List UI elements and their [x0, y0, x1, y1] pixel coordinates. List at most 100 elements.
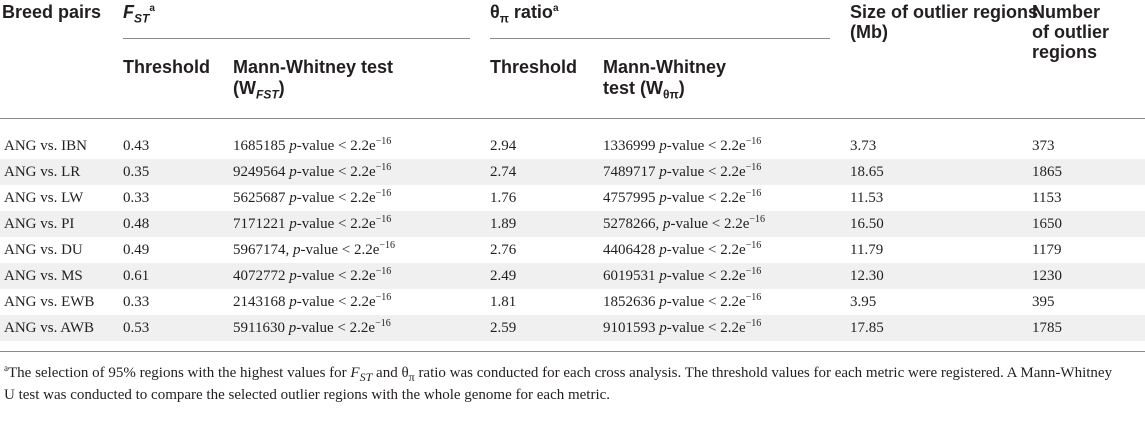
- subheader-fst-threshold: Threshold: [123, 57, 211, 77]
- p-symbol: p: [289, 216, 297, 232]
- header-fst-symbol: F: [123, 2, 134, 22]
- p-value-text: -value < 2.2e: [296, 320, 376, 336]
- cell-breed-pair-value: ANG vs. LR: [4, 164, 81, 180]
- header-size-outlier: Size of outlier regions (Mb): [850, 2, 1038, 42]
- header-size-line2: (Mb): [850, 22, 888, 42]
- header-bottom-rule: [0, 118, 1145, 119]
- footnote-marker: a: [4, 363, 8, 373]
- cell-fst-threshold-value: 0.43: [123, 138, 150, 154]
- cell-breed-pair: ANG vs. MS: [4, 263, 83, 289]
- header-number-line2: of outlier: [1032, 22, 1109, 42]
- p-symbol: p: [288, 320, 297, 336]
- cell-size-outlier: 12.30: [850, 263, 884, 289]
- cell-number-outlier: 395: [1032, 289, 1055, 315]
- cell-size-outlier-value: 3.73: [850, 138, 877, 154]
- table-bottom-rule: [0, 351, 1145, 352]
- p-symbol: p: [659, 268, 667, 284]
- cell-fst-threshold-value: 0.33: [123, 190, 150, 206]
- p-value-exponent: −16: [375, 266, 392, 277]
- cell-number-outlier: 1785: [1032, 315, 1062, 341]
- header-breed-pairs: Breed pairs: [2, 2, 102, 22]
- subheader-theta-threshold: Threshold: [490, 57, 578, 77]
- footnote-text-1: The selection of 95% regions with the hi…: [8, 365, 351, 381]
- cell-number-outlier-value: 1230: [1032, 268, 1062, 284]
- p-symbol: p: [663, 216, 671, 232]
- cell-theta-mann-whitney: 1852636 p-value < 2.2e−16: [603, 289, 761, 315]
- cell-fst-threshold-value: 0.48: [123, 216, 150, 232]
- cell-size-outlier: 18.65: [850, 159, 884, 185]
- p-value-text: -value < 2.2e: [670, 216, 750, 232]
- p-value-exponent: −16: [745, 136, 762, 147]
- footnote-text-3: ratio was conducted for each cross analy…: [4, 365, 1113, 403]
- cell-breed-pair: ANG vs. PI: [4, 211, 74, 237]
- subheader-fst-mw-line2: (WFST): [233, 78, 393, 101]
- cell-fst-threshold: 0.53: [123, 315, 149, 341]
- cell-number-outlier: 1650: [1032, 211, 1062, 237]
- cell-theta-threshold-value: 1.89: [490, 216, 517, 232]
- cell-theta-threshold: 1.89: [490, 211, 516, 237]
- cell-fst-mann-whitney-value: 5911630: [233, 320, 289, 336]
- cell-theta-mann-whitney-value: 5278266,: [603, 216, 663, 232]
- cell-theta-threshold-value: 1.76: [490, 190, 517, 206]
- cell-fst-threshold-value: 0.53: [123, 320, 150, 336]
- cell-fst-mann-whitney-value: 5625687: [233, 190, 290, 206]
- cell-number-outlier-value: 1785: [1032, 320, 1062, 336]
- cell-size-outlier-value: 11.53: [850, 190, 884, 206]
- cell-number-outlier-value: 1865: [1032, 164, 1062, 180]
- footnote-pi: π: [408, 370, 415, 384]
- header-number-outlier: Number of outlier regions: [1032, 2, 1109, 62]
- cell-number-outlier-value: 1650: [1032, 216, 1062, 232]
- footnote-text-2: and θ: [372, 365, 409, 381]
- cell-fst-mann-whitney: 4072772 p-value < 2.2e−16: [233, 263, 391, 289]
- cell-breed-pair: ANG vs. LW: [4, 185, 83, 211]
- cell-fst-threshold-value: 0.35: [123, 164, 150, 180]
- cell-theta-mann-whitney-value: 1336999: [603, 138, 660, 154]
- cell-fst-mann-whitney: 2143168 p-value < 2.2e−16: [233, 289, 391, 315]
- cell-fst-mann-whitney-value: 1685185: [233, 138, 290, 154]
- cell-fst-threshold: 0.43: [123, 133, 149, 159]
- p-value-text: -value < 2.2e: [666, 294, 746, 310]
- cell-number-outlier: 1153: [1032, 185, 1061, 211]
- cell-theta-threshold: 2.76: [490, 237, 516, 263]
- p-value-exponent: −16: [375, 136, 392, 147]
- cell-number-outlier-value: 395: [1032, 294, 1055, 310]
- table-row: ANG vs. PI 0.48 7171221 p-value < 2.2e−16 1…: [0, 211, 1145, 237]
- header-size-line1: Size of outlier regions: [850, 2, 1039, 22]
- cell-theta-threshold-value: 2.59: [490, 320, 517, 336]
- cell-breed-pair-value: ANG vs. EWB: [4, 294, 95, 310]
- cell-fst-threshold-value: 0.49: [123, 242, 150, 258]
- p-value-text: -value < 2.2e: [296, 164, 376, 180]
- cell-size-outlier: 16.50: [850, 211, 884, 237]
- p-symbol: p: [289, 268, 297, 284]
- p-value-exponent: −16: [745, 266, 762, 277]
- cell-theta-threshold-value: 2.76: [490, 242, 517, 258]
- cell-breed-pair-value: ANG vs. MS: [4, 268, 83, 284]
- cell-fst-mann-whitney: 5911630 p-value < 2.2e−16: [233, 315, 391, 341]
- header-fst-note: a: [149, 3, 155, 14]
- cell-theta-threshold-value: 2.74: [490, 164, 517, 180]
- p-value-text: -value < 2.2e: [666, 190, 746, 206]
- cell-theta-threshold: 2.94: [490, 133, 516, 159]
- subheader-fst-mann-whitney: Mann-Whitney test (WFST): [233, 57, 393, 101]
- p-value-text: -value < 2.2e: [296, 138, 376, 154]
- cell-fst-mann-whitney: 9249564 p-value < 2.2e−16: [233, 159, 391, 185]
- cell-theta-threshold: 1.76: [490, 185, 516, 211]
- p-value-text: -value < 2.2e: [296, 294, 376, 310]
- p-value-text: -value < 2.2e: [666, 138, 746, 154]
- cell-fst-threshold: 0.61: [123, 263, 149, 289]
- header-fst-subscript: ST: [134, 11, 150, 26]
- subheader-fst-mw-pre: (W: [233, 78, 256, 98]
- cell-theta-mann-whitney-value: 6019531: [603, 268, 660, 284]
- p-value-text: -value < 2.2e: [296, 216, 376, 232]
- header-theta-word: ratio: [508, 2, 553, 22]
- p-value-exponent: −16: [375, 318, 391, 329]
- cell-number-outlier-value: 373: [1032, 138, 1055, 154]
- cell-breed-pair: ANG vs. DU: [4, 237, 83, 263]
- cell-fst-mann-whitney-value: 5967174,: [233, 242, 293, 258]
- cell-number-outlier: 1230: [1032, 263, 1062, 289]
- cell-fst-threshold: 0.49: [123, 237, 149, 263]
- p-value-text: -value < 2.2e: [300, 242, 380, 258]
- p-value-exponent: −16: [745, 162, 762, 173]
- cell-breed-pair: ANG vs. AWB: [4, 315, 94, 341]
- theta-group-rule: [490, 38, 830, 39]
